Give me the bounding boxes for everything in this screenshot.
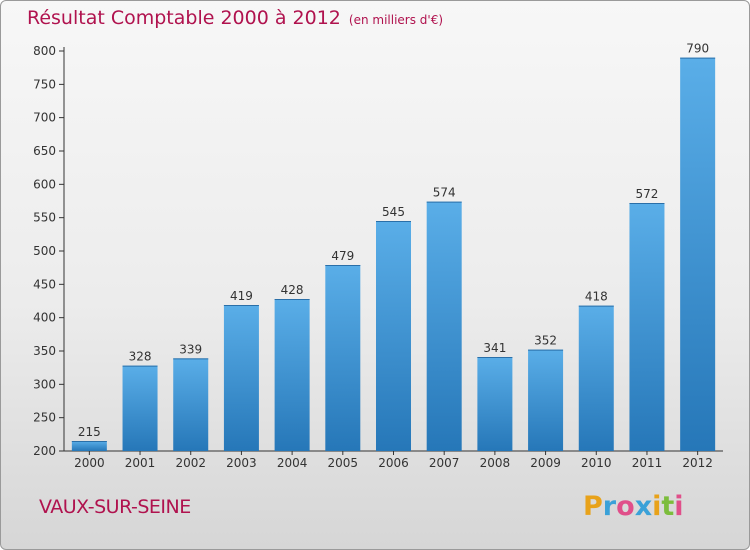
bar: [376, 221, 411, 451]
logo-letter: x: [634, 491, 653, 522]
labels: 215 2000 328 2001 339 2002 419 2003 428 2004 479 20…: [74, 42, 713, 470]
y-tick-label: 250: [33, 411, 56, 425]
bar: [680, 57, 716, 452]
commune-name: VAUX-SUR-SEINE: [39, 496, 191, 518]
x-tick-label: 2000: [74, 456, 105, 470]
logo-letter: i: [652, 491, 662, 522]
data-label: 418: [585, 290, 608, 304]
logo-letter: r: [602, 491, 617, 522]
bar: [274, 299, 310, 451]
x-tick-label: 2006: [378, 456, 409, 470]
y-tick-label: 450: [33, 277, 56, 291]
x-tick-label: 2012: [682, 456, 713, 470]
y-tick-label: 550: [33, 211, 56, 225]
x-tick-label: 2007: [429, 456, 460, 470]
bar: [223, 305, 259, 451]
logo-letter: t: [661, 491, 675, 522]
x-tick-label: 2004: [277, 456, 308, 470]
chart-title: Résultat Comptable 2000 à 2012: [27, 7, 341, 29]
x-tick-label: 2002: [175, 456, 206, 470]
x-tick-label: 2001: [125, 456, 156, 470]
data-label: 341: [483, 341, 506, 355]
proxiti-logo: Proxiti: [583, 491, 684, 522]
y-tick-label: 600: [33, 177, 56, 191]
logo-letter: o: [616, 491, 635, 522]
data-label: 339: [179, 342, 202, 356]
y-tick-label: 200: [33, 444, 56, 458]
data-label: 790: [686, 42, 709, 56]
y-tick-label: 700: [33, 111, 56, 125]
bar: [173, 358, 209, 451]
data-label: 545: [382, 205, 405, 219]
y-tick-label: 300: [33, 377, 56, 391]
bars: [71, 57, 716, 452]
x-tick-label: 2011: [632, 456, 663, 470]
bar: [578, 305, 614, 451]
bar: [325, 265, 361, 451]
data-label: 419: [230, 289, 253, 303]
bar: [71, 441, 107, 451]
x-tick-label: 2008: [480, 456, 511, 470]
x-tick-label: 2003: [226, 456, 257, 470]
bar: [629, 203, 665, 451]
y-tick-label: 750: [33, 77, 56, 91]
x-tick-label: 2009: [530, 456, 561, 470]
chart-subtitle: (en milliers d'€): [348, 13, 444, 27]
data-label: 428: [281, 283, 304, 297]
logo-letter: i: [674, 491, 684, 522]
logo-letter: P: [583, 491, 603, 522]
data-label: 479: [331, 249, 354, 263]
data-label: 328: [129, 350, 152, 364]
data-label: 574: [433, 186, 456, 200]
y-tick-label: 350: [33, 344, 56, 358]
y-tick-label: 800: [33, 44, 56, 58]
data-label: 352: [534, 334, 557, 348]
data-label: 572: [636, 187, 659, 201]
data-label: 215: [78, 425, 101, 439]
bar: [122, 365, 158, 451]
y-tick-label: 650: [33, 144, 56, 158]
y-tick-label: 400: [33, 311, 56, 325]
bar: [528, 349, 564, 451]
x-tick-label: 2010: [581, 456, 612, 470]
x-tick-label: 2005: [328, 456, 359, 470]
bar: [477, 357, 513, 451]
y-tick-label: 500: [33, 244, 56, 258]
bar: [426, 201, 462, 451]
chart-title-line: Résultat Comptable 2000 à 2012 (en millie…: [27, 7, 443, 29]
